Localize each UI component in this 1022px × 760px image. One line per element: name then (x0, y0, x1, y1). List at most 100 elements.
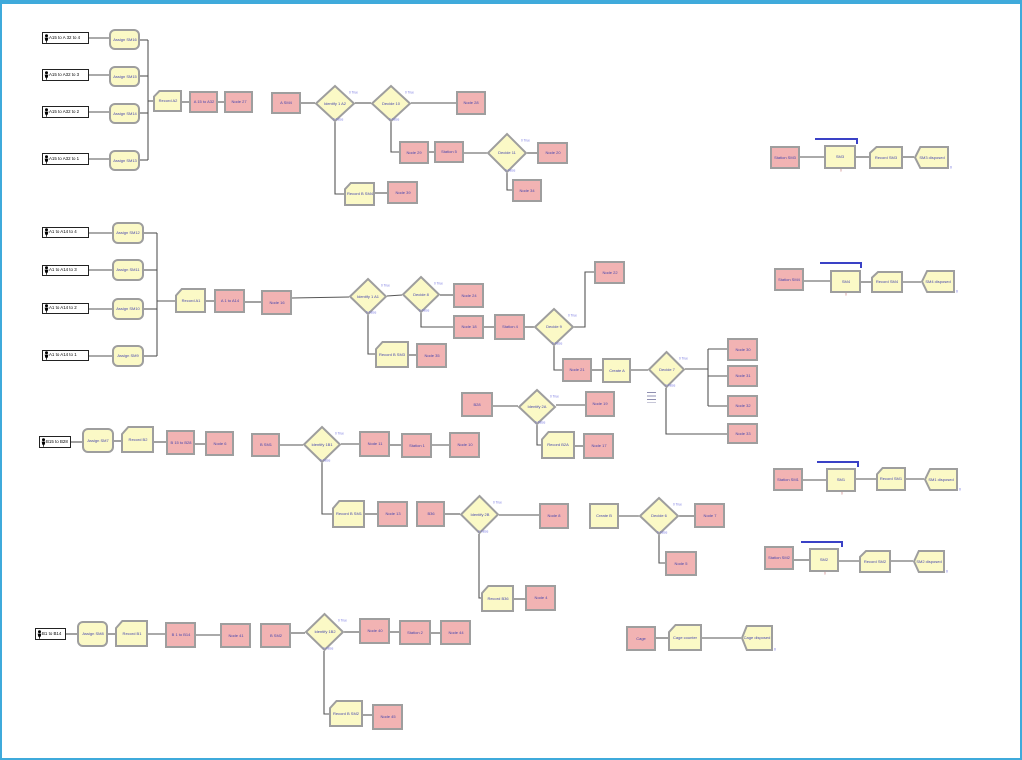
entry-a1-to-a14-to-2[interactable]: A1 to A14 to 2 (42, 303, 89, 314)
entry-a1-to-a14-to-4[interactable]: A1 to A14 to 4 (42, 227, 89, 238)
node-node-17[interactable]: Node 17 (583, 433, 614, 459)
node-node-10[interactable]: Node 10 (449, 432, 480, 458)
entry-b1-to-b14[interactable]: B1 to B14 (35, 628, 66, 640)
node-a-1-to-a14[interactable]: A 1 to A14 (214, 289, 245, 313)
dispose-sm1-disposed[interactable]: SM1 disposed 0 (923, 468, 961, 492)
record-record-b2[interactable]: Record B2 (121, 426, 154, 453)
node-b28[interactable]: B28 (461, 392, 493, 417)
record-record-b-sm1[interactable]: Record B SM1 (332, 500, 365, 528)
node-node-41[interactable]: Node 41 (220, 623, 251, 648)
node-cage[interactable]: Cage (626, 626, 656, 651)
node-node-31[interactable]: Node 31 (727, 365, 758, 387)
node-node-19[interactable]: Node 19 (585, 391, 615, 417)
assign-assign-sm10[interactable]: Assign SM10 (112, 298, 144, 320)
record-record-b2a[interactable]: Record B2A (541, 431, 575, 459)
node-node-11[interactable]: Node 11 (359, 431, 390, 457)
node-station-2[interactable]: Station 2 (399, 620, 431, 645)
record-record-b1[interactable]: Record B1 (115, 620, 148, 647)
node-node-33[interactable]: Node 33 (727, 423, 758, 444)
assign-assign-sm11[interactable]: Assign SM11 (112, 259, 144, 281)
node-node-44[interactable]: Node 44 (440, 620, 471, 645)
node-b-sm2[interactable]: B SM2 (260, 623, 291, 648)
node-b-1-to-b14[interactable]: B 1 to B14 (165, 622, 196, 648)
node-node-32[interactable]: Node 32 (727, 395, 758, 417)
record-record-b36[interactable]: Record B36 (481, 585, 514, 612)
ybox-create-a[interactable]: Create A (602, 358, 631, 383)
dispose-cage-disposed[interactable]: Cage disposed 0 (740, 625, 776, 651)
record-record-b-sm2[interactable]: Record B SM2 (329, 700, 363, 727)
assign-assign-sm8[interactable]: Assign SM8 (77, 621, 108, 647)
decide-decide-11[interactable]: Decide 11 0 True 0 False (486, 132, 530, 174)
node-b-sm1[interactable]: B SM1 (251, 433, 280, 457)
dispose-sm2-disposed[interactable]: SM2 disposed 0 (912, 550, 948, 574)
decide-identify-1b2[interactable]: Identify 1B2 0 True 0 False (304, 612, 347, 652)
assign-assign-sm16[interactable]: Assign SM16 (109, 29, 140, 50)
entry-a1-to-a14-to-1[interactable]: A1 to A14 to 1 (42, 350, 89, 361)
ybox-sm2[interactable]: SM2 0 (809, 548, 839, 576)
node-node-6[interactable]: Node 6 (205, 431, 234, 456)
node-node-24[interactable]: Node 24 (453, 283, 484, 308)
node-node-22[interactable]: Node 22 (594, 261, 625, 284)
node-node-5[interactable]: Node 5 (665, 551, 697, 576)
node-station-5[interactable]: Station 5 (434, 141, 464, 163)
assign-assign-sm7[interactable]: Assign SM7 (82, 428, 114, 453)
node-node-27[interactable]: Node 27 (224, 91, 253, 113)
node-node-34[interactable]: Node 34 (512, 179, 542, 202)
record-record-sm4[interactable]: Record SM4 (871, 271, 903, 293)
node-node-28[interactable]: Node 28 (456, 91, 486, 115)
node-node-39[interactable]: Node 39 (387, 181, 418, 204)
node-node-20[interactable]: Node 20 (537, 142, 568, 164)
node-node-40[interactable]: Node 40 (359, 618, 390, 644)
record-record-a2[interactable]: Record A2 (153, 90, 182, 112)
entry-a15-to-a32-to-3[interactable]: A15 to A32 to 3 (42, 69, 89, 81)
node-node-30[interactable]: Node 30 (727, 338, 758, 361)
record-record-b-sm3[interactable]: Record B SM3 (375, 341, 409, 368)
node-node-21[interactable]: Node 21 (562, 358, 592, 382)
ybox-sm1[interactable]: SM1 0 (826, 468, 856, 496)
decide-identify-2a[interactable]: Identify 2A 0 True 0 False (517, 388, 559, 426)
dispose-sm3-disposed[interactable]: SM3 disposed 0 (913, 146, 952, 170)
node-node-35[interactable]: Node 35 (416, 343, 447, 368)
node-a-15-to-a32[interactable]: A 15 to A32 (189, 91, 218, 113)
node-node-7[interactable]: Node 7 (694, 503, 725, 528)
node-station-sm4[interactable]: Station SM4 (774, 268, 804, 291)
node-node-4[interactable]: Node 4 (525, 585, 556, 611)
assign-assign-sm15[interactable]: Assign SM15 (109, 66, 140, 87)
ybox-sm4[interactable]: SM4 0 (830, 270, 861, 297)
node-node-29[interactable]: Node 29 (399, 141, 429, 164)
entry-a15-to-a32-to-2[interactable]: A15 to A32 to 2 (42, 106, 89, 118)
node-station-sm1[interactable]: Station SM1 (773, 468, 803, 491)
node-b-15-to-b28[interactable]: B 15 to B28 (166, 430, 195, 455)
node-station-4[interactable]: Station 4 (494, 314, 525, 340)
record-cage-counter[interactable]: Cage counter (668, 624, 702, 651)
entry-a1-to-a14-to-3[interactable]: A1 to A14 to 3 (42, 265, 89, 276)
node-node-18[interactable]: Node 18 (453, 315, 484, 339)
node-node-45[interactable]: Node 45 (372, 704, 403, 730)
assign-assign-sm12[interactable]: Assign SM12 (112, 222, 144, 244)
decide-identify-1-a1[interactable]: Identify 1 A1 0 True 0 False (348, 277, 390, 316)
decide-identify-2b[interactable]: Identify 2B 0 True 0 False (459, 494, 502, 535)
entry-b15-to-b28[interactable]: B15 to B28 (39, 436, 71, 448)
assign-assign-sm13[interactable]: Assign SM13 (109, 150, 140, 171)
record-record-sm2[interactable]: Record SM2 (859, 550, 891, 573)
dispose-sm4-disposed[interactable]: SM4 disposed 0 (920, 270, 958, 294)
entry-a15-to-a-32-to-4[interactable]: A15 to A 32 to 4 (42, 32, 89, 44)
node-station-sm3[interactable]: Station SM3 (770, 146, 800, 169)
node-node-13[interactable]: Node 13 (377, 501, 408, 527)
node-node-16[interactable]: Node 16 (261, 290, 292, 315)
decide-decide-10[interactable]: Decide 10 0 True 0 False (370, 84, 414, 123)
record-record-sm3[interactable]: Record SM3 (869, 146, 903, 169)
assign-assign-sm9[interactable]: Assign SM9 (112, 345, 144, 367)
record-record-sm1[interactable]: Record SM1 (876, 467, 906, 491)
record-record-a1[interactable]: Record A1 (175, 288, 206, 313)
node-station-1[interactable]: Station 1 (401, 433, 432, 458)
decide-identify-1b1[interactable]: Identify 1B1 0 True 0 False (302, 425, 344, 464)
decide-identify-1-a2[interactable]: Identify 1 A2 0 True 0 False (314, 84, 358, 123)
node-node-8[interactable]: Node 8 (539, 503, 569, 529)
node-b36[interactable]: B36 (416, 501, 445, 527)
ybox-sm3[interactable]: SM3 0 (824, 145, 856, 173)
record-record-b-sm4[interactable]: Record B SM4 (344, 182, 375, 206)
